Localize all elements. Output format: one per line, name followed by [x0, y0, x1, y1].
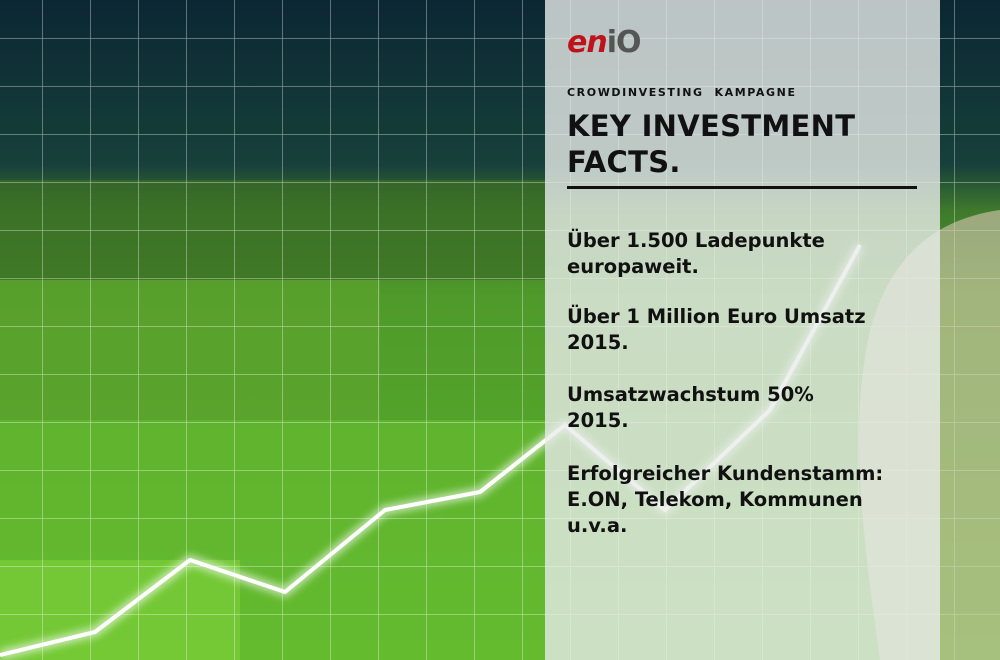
title-line: KEY INVESTMENT	[567, 109, 856, 143]
fact-line: Umsatzwachstum 50%	[567, 383, 814, 406]
title: KEY INVESTMENT FACTS.	[567, 108, 855, 180]
text-panel	[545, 0, 940, 660]
fact-line: Über 1 Million Euro Umsatz	[567, 305, 866, 328]
fact-line: u.v.a.	[567, 514, 628, 537]
divider	[567, 186, 917, 189]
fact: Umsatzwachstum 50% 2015.	[567, 382, 814, 434]
logo-part: iO	[606, 25, 642, 60]
fact-line: Über 1.500 Ladepunkte	[567, 229, 825, 252]
fact: Erfolgreicher Kundenstamm: E.ON, Telekom,…	[567, 461, 883, 539]
title-line: FACTS.	[567, 145, 681, 179]
fact-line: 2015.	[567, 409, 629, 432]
fact-line: 2015.	[567, 331, 629, 354]
kicker: CROWDINVESTING KAMPAGNE	[567, 86, 797, 99]
fact-line: E.ON, Telekom, Kommunen	[567, 488, 863, 511]
logo-part: en	[567, 25, 608, 60]
fact-line: Erfolgreicher Kundenstamm:	[567, 462, 884, 485]
fact: Über 1.500 Ladepunkte europaweit.	[567, 228, 825, 280]
fact: Über 1 Million Euro Umsatz 2015.	[567, 304, 866, 356]
logo: eniO	[567, 25, 642, 60]
fact-line: europaweit.	[567, 255, 699, 278]
